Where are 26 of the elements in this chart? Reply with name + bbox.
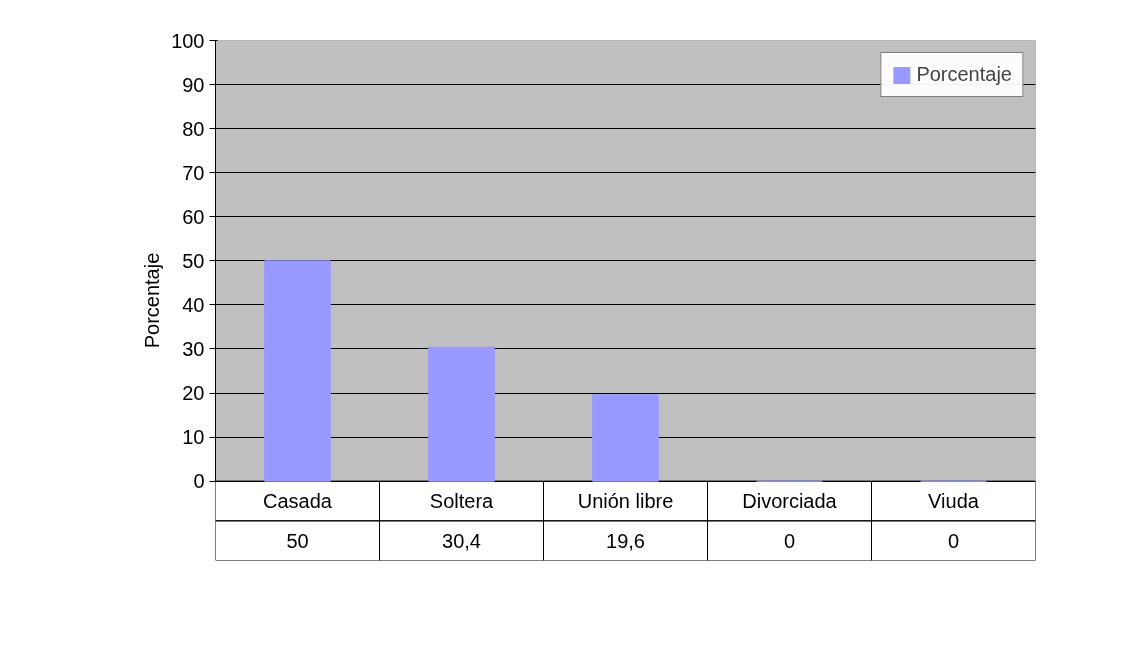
y-tick-label: 60 xyxy=(182,205,205,228)
x-tick-label: Viuda xyxy=(928,490,980,513)
y-tick-label: 90 xyxy=(182,73,205,96)
y-tick-label: 10 xyxy=(182,426,205,449)
text: 0 xyxy=(947,529,960,552)
y-axis-title: Porcentaje xyxy=(141,252,164,349)
legend-label: Porcentaje xyxy=(916,63,1012,86)
text: 50 xyxy=(286,529,309,552)
y-tick-label: 70 xyxy=(182,161,205,184)
y-tick-label: 100 xyxy=(171,29,205,52)
y-tick-label: 40 xyxy=(182,293,205,316)
x-tick-label: Unión libre xyxy=(577,490,674,513)
x-tick-label: Casada xyxy=(263,490,333,513)
y-tick-label: 50 xyxy=(182,249,205,272)
text: 0 xyxy=(783,529,796,552)
text: 19,6 xyxy=(606,529,645,552)
y-tick-label: 30 xyxy=(182,337,205,360)
bar xyxy=(264,260,331,482)
y-tick-label: 20 xyxy=(182,382,205,405)
text: 30,4 xyxy=(442,529,481,552)
y-tick-label: 0 xyxy=(193,470,205,493)
bar xyxy=(428,346,495,482)
x-tick-label: Divorciada xyxy=(742,490,838,513)
bar xyxy=(592,394,659,482)
y-tick-label: 80 xyxy=(182,117,205,140)
x-tick-label: Soltera xyxy=(429,490,495,513)
